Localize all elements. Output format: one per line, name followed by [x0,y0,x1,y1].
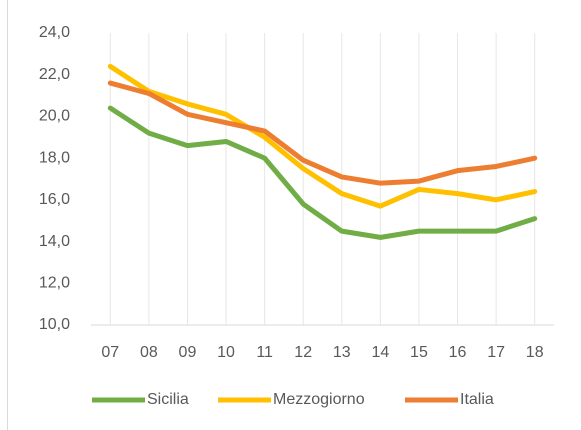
x-tick-label: 16 [449,344,467,361]
x-tick-label: 17 [487,344,505,361]
x-tick-label: 18 [526,344,544,361]
x-tick-label: 09 [179,344,197,361]
x-tick-label: 10 [217,344,235,361]
series-line [107,63,538,209]
series-line [107,105,538,240]
x-tick-label: 11 [256,344,273,361]
legend-label: Sicilia [147,391,189,408]
y-tick-label: 20,0 [39,108,70,125]
legend-label: Italia [460,391,494,408]
x-tick-label: 12 [294,344,312,361]
y-tick-label: 18,0 [39,149,70,166]
x-tick-label: 15 [410,344,428,361]
series-line [107,80,538,186]
legend-label: Mezzogiorno [273,391,365,408]
x-tick-label: 14 [371,344,389,361]
x-tick-label: 07 [101,344,119,361]
y-tick-label: 16,0 [39,191,70,208]
x-tick-label: 13 [333,344,351,361]
y-tick-label: 14,0 [39,233,70,250]
y-tick-label: 22,0 [39,66,70,83]
y-tick-label: 10,0 [39,316,70,333]
y-tick-label: 12,0 [39,275,70,292]
x-tick-label: 08 [140,344,158,361]
y-tick-label: 24,0 [39,24,70,41]
